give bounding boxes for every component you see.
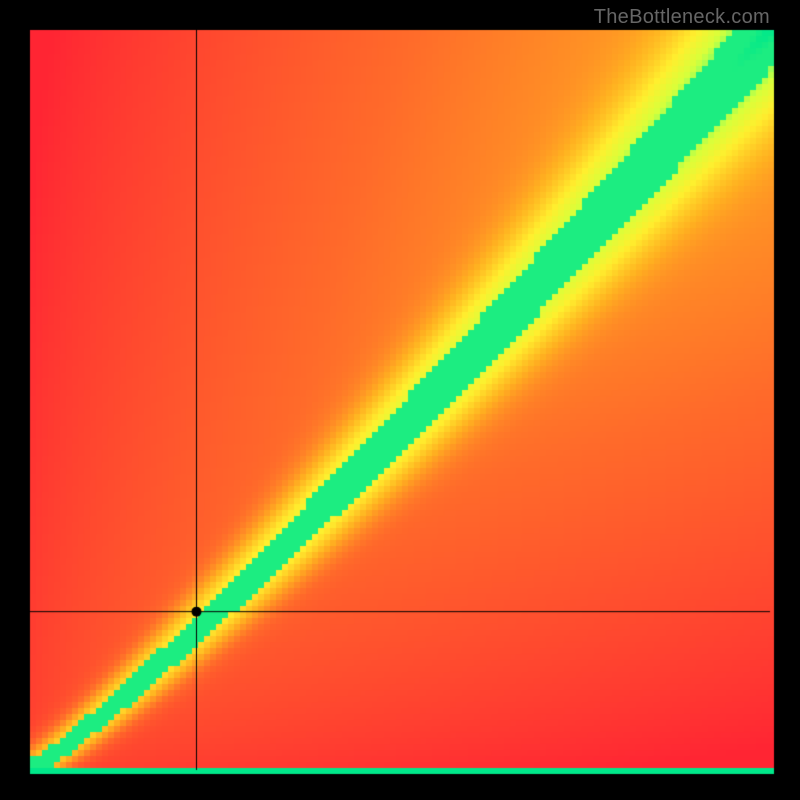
chart-container: TheBottleneck.com: [0, 0, 800, 800]
bottleneck-heatmap: [0, 0, 800, 800]
watermark-text: TheBottleneck.com: [594, 6, 770, 29]
